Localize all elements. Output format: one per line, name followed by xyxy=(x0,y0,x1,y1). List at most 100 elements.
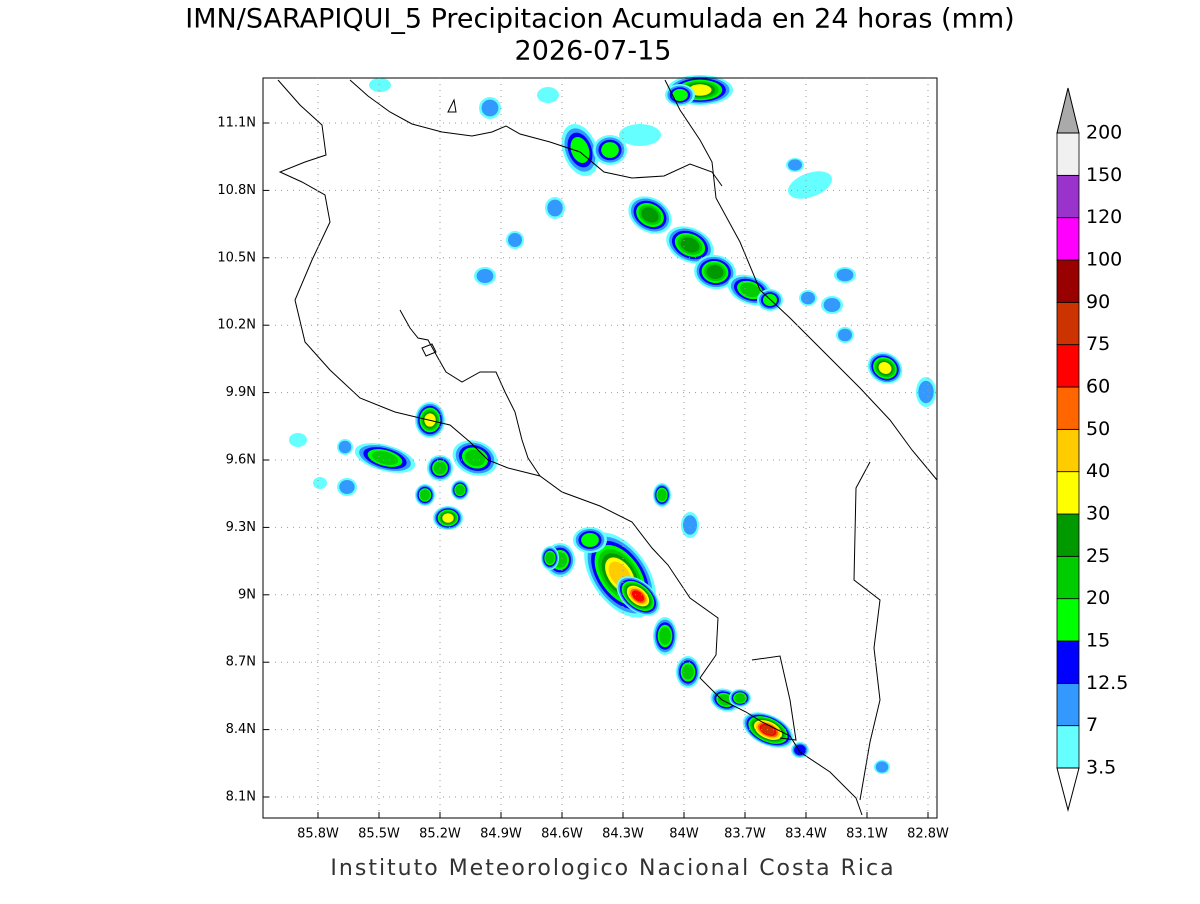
x-tick-label: 84.6W xyxy=(541,827,583,842)
colorbar-swatch xyxy=(1056,301,1080,346)
colorbar-swatch xyxy=(1056,428,1080,473)
colorbar-label: 120 xyxy=(1086,206,1122,228)
colorbar-label: 100 xyxy=(1086,249,1122,271)
y-tick-label: 10.8N xyxy=(217,183,256,198)
precip-contour xyxy=(619,124,661,146)
y-tick-label: 10.2N xyxy=(217,318,256,333)
y-tick-label: 8.1N xyxy=(226,790,256,805)
colorbar-swatch xyxy=(1056,598,1080,642)
island xyxy=(447,98,457,113)
precip-contour xyxy=(481,99,499,117)
x-tick-label: 84.9W xyxy=(480,827,522,842)
colorbar-swatch xyxy=(1056,471,1080,515)
precip-contour xyxy=(740,282,760,298)
y-tick-label: 9.6N xyxy=(226,453,256,468)
colorbar-label: 15 xyxy=(1086,630,1110,652)
panama-border xyxy=(853,461,881,801)
precip-contour xyxy=(838,328,852,342)
colorbar-label: 60 xyxy=(1086,376,1110,398)
colorbar-swatch xyxy=(1056,640,1080,684)
precip-contour xyxy=(706,264,724,280)
colorbar-label: 90 xyxy=(1086,291,1110,313)
x-tick-label: 85.2W xyxy=(419,827,461,842)
colorbar-label: 25 xyxy=(1086,545,1110,567)
osa-peninsula xyxy=(751,655,797,741)
colorbar-label: 200 xyxy=(1086,122,1122,144)
x-tick-label: 85.8W xyxy=(297,827,339,842)
precip-contour xyxy=(788,159,802,171)
precip-contour xyxy=(836,268,854,282)
colorbar-label: 40 xyxy=(1086,460,1110,482)
colorbar-under xyxy=(1056,767,1080,812)
x-tick-label: 83.4W xyxy=(785,827,827,842)
precipitation-field xyxy=(289,75,936,774)
precip-contour xyxy=(823,298,841,312)
precip-contour xyxy=(465,449,485,467)
colorbar-swatch xyxy=(1056,513,1080,557)
precip-contour xyxy=(339,480,355,494)
colorbar-over xyxy=(1056,87,1080,134)
precip-contour xyxy=(682,664,694,680)
precip-contour xyxy=(537,87,559,103)
y-tick-label: 11.1N xyxy=(217,116,256,131)
colorbar-swatch xyxy=(1056,386,1080,430)
precip-contour xyxy=(631,590,645,602)
precip-contour xyxy=(289,433,307,447)
caribbean-coast xyxy=(664,79,938,481)
colorbar-swatch xyxy=(1056,217,1080,261)
precip-contour xyxy=(788,171,832,199)
precip-contour xyxy=(734,693,746,703)
map-frame xyxy=(262,77,938,819)
y-tick-label: 8.7N xyxy=(226,655,256,670)
footer: Instituto Meteorologico Nacional Costa R… xyxy=(330,856,895,881)
colorbar-label: 7 xyxy=(1086,714,1098,736)
colorbar-label: 75 xyxy=(1086,333,1110,355)
y-tick-label: 8.4N xyxy=(226,722,256,737)
x-tick-label: 83.1W xyxy=(846,827,888,842)
precip-contour xyxy=(657,489,667,501)
nicoya-gulf xyxy=(399,309,541,477)
y-tick-label: 9.3N xyxy=(226,520,256,535)
colorbar-swatch xyxy=(1056,174,1080,219)
colorbar-swatch xyxy=(1056,725,1080,769)
colorbar-swatch xyxy=(1056,682,1080,727)
precip-contour xyxy=(455,485,465,495)
colorbar-swatch xyxy=(1056,132,1080,176)
precip-contour xyxy=(442,513,454,523)
y-tick-label: 9N xyxy=(238,587,256,602)
colorbar-swatch xyxy=(1056,555,1080,600)
precip-contour xyxy=(659,627,671,645)
precip-contour xyxy=(641,207,659,223)
precip-contour xyxy=(581,533,599,547)
x-tick-label: 85.5W xyxy=(358,827,400,842)
lake-shore xyxy=(349,79,723,187)
precip-contour xyxy=(547,199,563,217)
precip-contour xyxy=(683,515,697,535)
coastlines xyxy=(277,79,938,816)
pacific-coast xyxy=(277,79,863,816)
y-tick-label: 9.9N xyxy=(226,385,256,400)
colorbar-label: 150 xyxy=(1086,164,1122,186)
x-tick-label: 83.7W xyxy=(724,827,766,842)
colorbar-label: 20 xyxy=(1086,587,1110,609)
island xyxy=(421,343,437,357)
precip-contour xyxy=(371,451,399,465)
precip-contour xyxy=(420,489,430,501)
x-tick-label: 82.8W xyxy=(907,827,949,842)
x-tick-label: 84.3W xyxy=(602,827,644,842)
colorbar-label: 3.5 xyxy=(1086,757,1116,779)
precip-contour xyxy=(672,88,688,102)
precip-contour xyxy=(545,552,555,564)
precip-contour xyxy=(313,477,327,489)
colorbar-label: 50 xyxy=(1086,418,1110,440)
precip-contour xyxy=(476,269,494,283)
precip-contour xyxy=(801,291,815,305)
subtitle: 2026-07-15 xyxy=(515,36,672,67)
colorbar-swatch xyxy=(1056,344,1080,388)
x-tick-label: 84W xyxy=(669,827,699,842)
precip-contour xyxy=(601,142,619,158)
precip-contour xyxy=(875,761,889,773)
precip-contour xyxy=(369,78,391,92)
precip-contour xyxy=(918,380,934,404)
